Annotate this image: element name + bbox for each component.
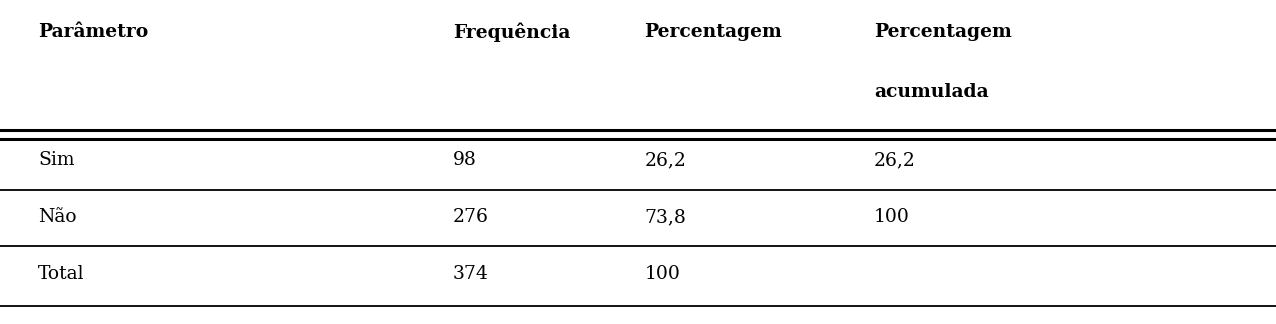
- Text: acumulada: acumulada: [874, 83, 989, 101]
- Text: 100: 100: [644, 265, 680, 283]
- Text: Não: Não: [38, 208, 77, 226]
- Text: 276: 276: [453, 208, 489, 226]
- Text: Percentagem: Percentagem: [874, 23, 1012, 41]
- Text: 98: 98: [453, 151, 477, 169]
- Text: 26,2: 26,2: [644, 151, 686, 169]
- Text: Total: Total: [38, 265, 84, 283]
- Text: 374: 374: [453, 265, 489, 283]
- Text: Percentagem: Percentagem: [644, 23, 782, 41]
- Text: 26,2: 26,2: [874, 151, 916, 169]
- Text: Parâmetro: Parâmetro: [38, 23, 148, 41]
- Text: 73,8: 73,8: [644, 208, 686, 226]
- Text: Sim: Sim: [38, 151, 75, 169]
- Text: 100: 100: [874, 208, 910, 226]
- Text: Frequência: Frequência: [453, 23, 570, 42]
